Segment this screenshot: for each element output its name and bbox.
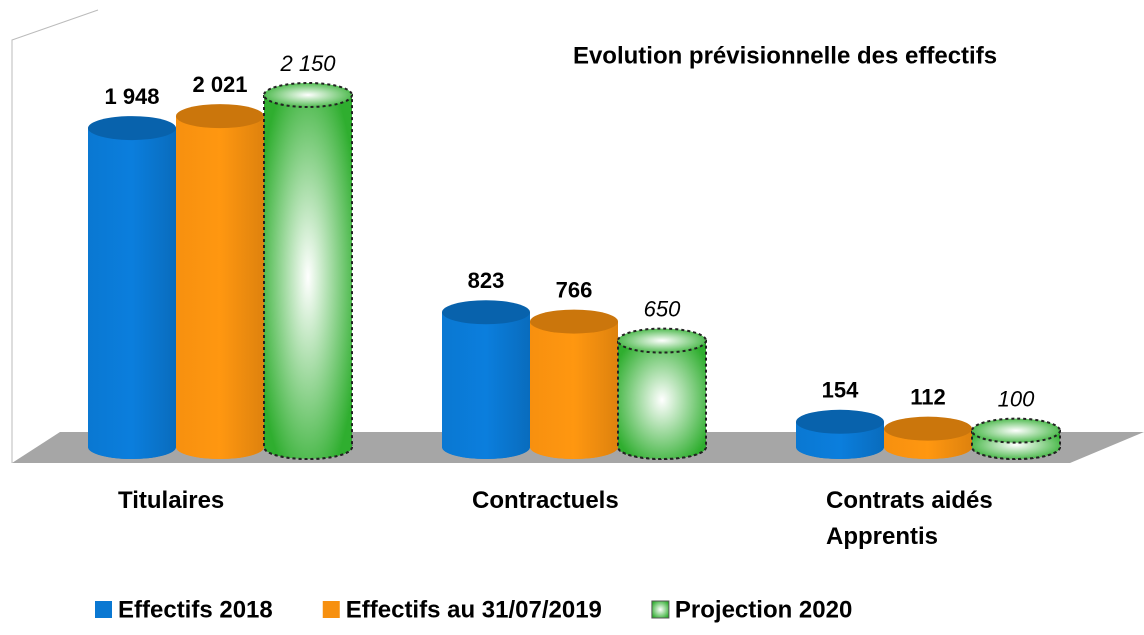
data-label: 154 [822, 378, 859, 403]
data-label: 1 948 [104, 84, 159, 109]
x-tick-label: Contrats aidés Apprentis [826, 487, 993, 550]
bar [88, 128, 176, 459]
bar [442, 312, 530, 459]
x-tick-label: Contractuels [472, 487, 619, 514]
bar [263, 94, 353, 460]
cylinder-top [530, 309, 618, 334]
cylinder-top [971, 417, 1061, 444]
cylinder-top [442, 300, 530, 325]
legend-label: Projection 2020 [675, 596, 852, 623]
data-label: 766 [556, 277, 593, 302]
data-label: 2 021 [192, 72, 247, 97]
cylinder-top [617, 327, 707, 354]
cylinder-top [88, 116, 176, 141]
x-tick-label: Titulaires [118, 487, 224, 514]
bar [530, 321, 618, 459]
bar [176, 116, 264, 460]
legend-label: Effectifs au 31/07/2019 [346, 596, 602, 623]
data-label: 650 [644, 296, 681, 321]
legend-swatch [95, 601, 112, 618]
cylinder-top [176, 104, 264, 129]
legend-swatch [322, 601, 340, 618]
cylinder-top [263, 82, 353, 108]
legend-swatch [651, 600, 670, 619]
back-wall [11, 9, 99, 463]
cylinder-top [884, 416, 972, 441]
data-label: 823 [468, 268, 505, 293]
legend-label: Effectifs 2018 [118, 596, 273, 623]
data-label: 112 [910, 384, 946, 409]
cylinder-top [796, 409, 884, 434]
bar [617, 339, 707, 460]
data-label: 2 150 [279, 51, 336, 76]
chart-title: Evolution prévisionnelle des effectifs [573, 42, 997, 69]
data-label: 100 [998, 386, 1035, 411]
